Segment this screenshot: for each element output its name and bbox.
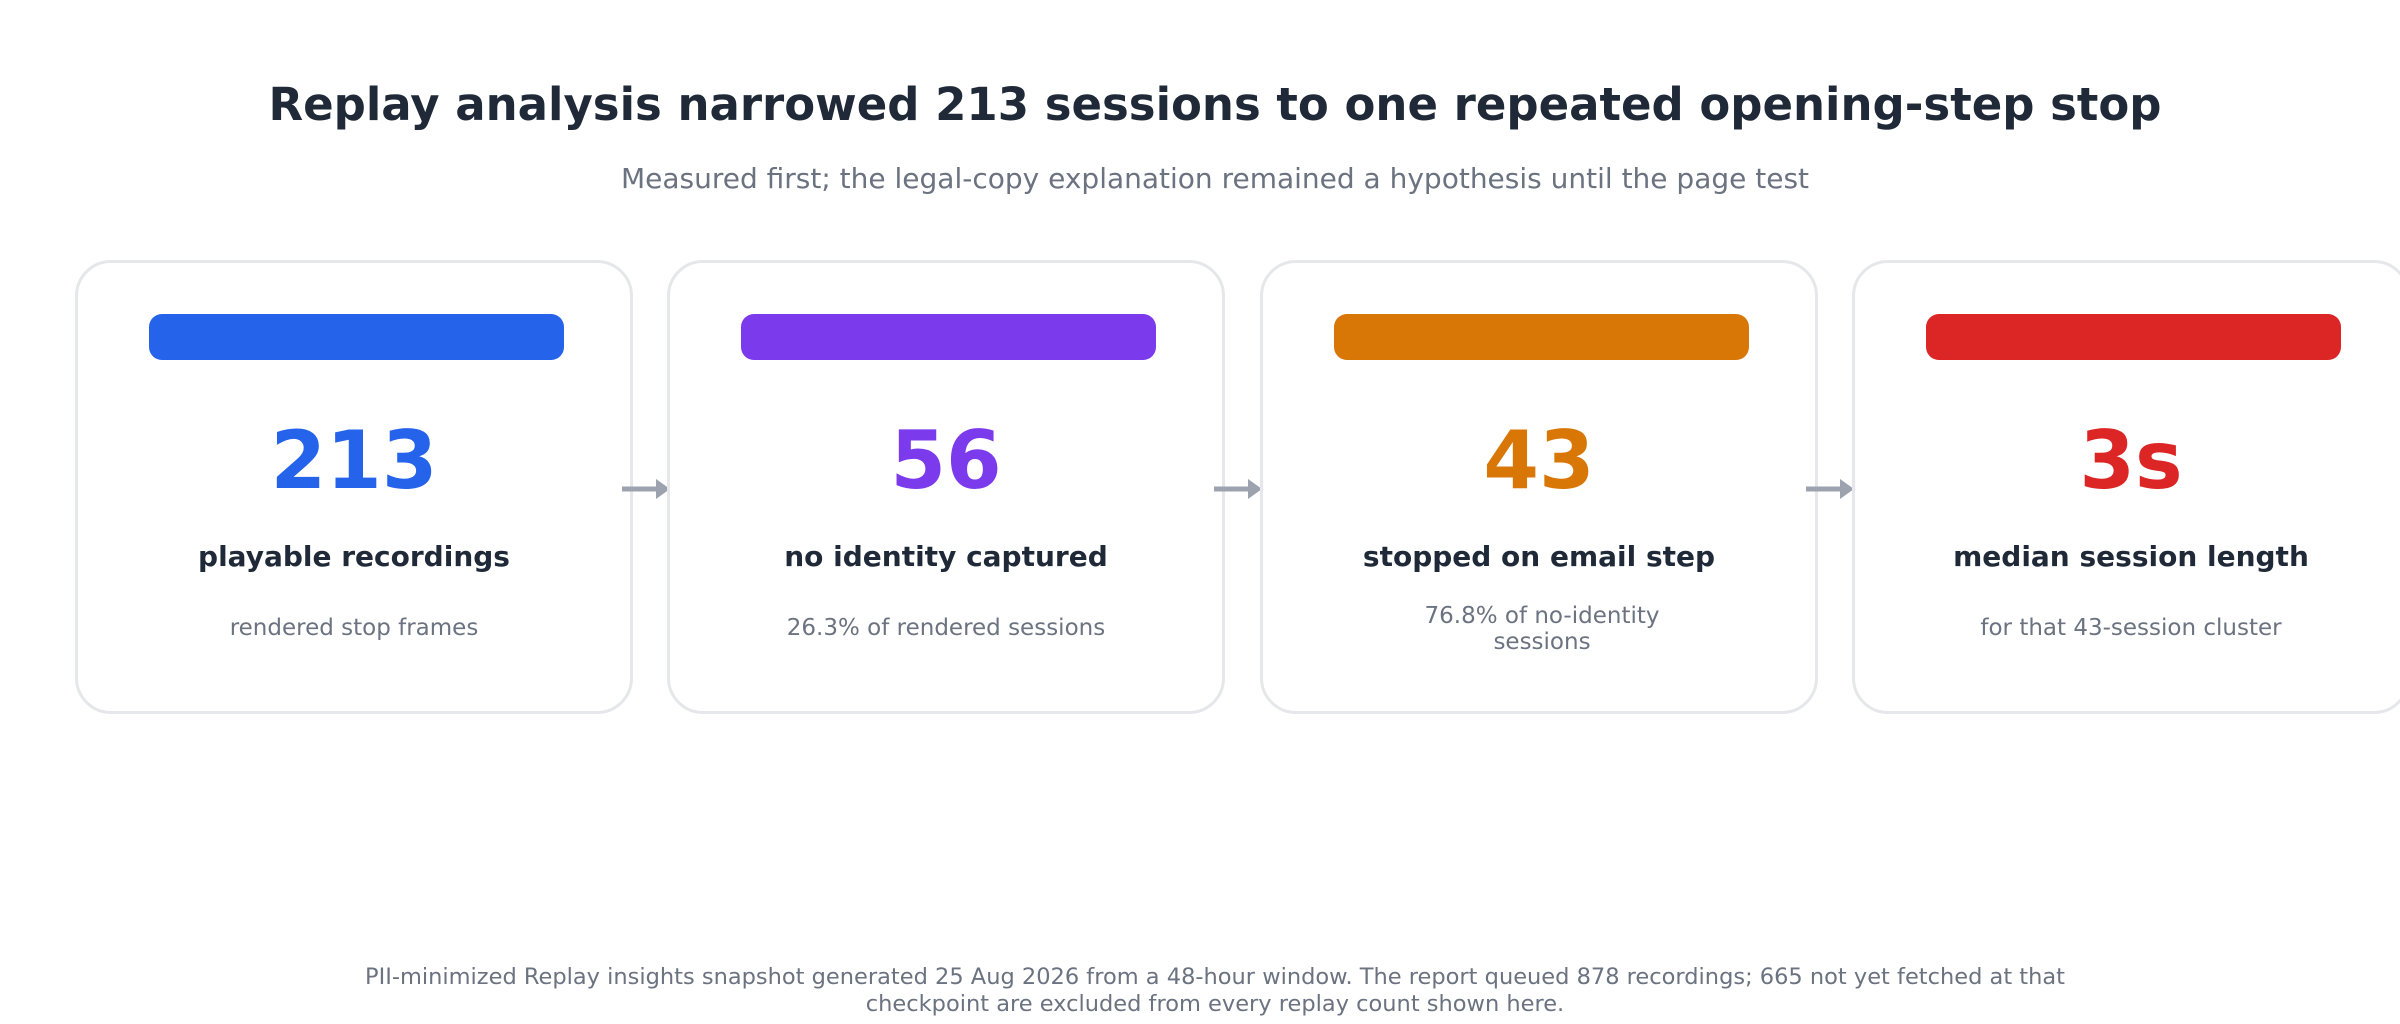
- flow-arrow-icon: [1214, 479, 1262, 499]
- metric-card-email-step: 43 stopped on email step 76.8% of no-ide…: [1260, 260, 1818, 714]
- card-label: playable recordings: [198, 540, 510, 573]
- flow-arrow-icon: [622, 479, 670, 499]
- card-label: median session length: [1953, 540, 2309, 573]
- card-note: 26.3% of rendered sessions: [786, 615, 1106, 641]
- flow-arrow-icon: [1806, 479, 1854, 499]
- card-value: 56: [890, 414, 1002, 507]
- card-value: 43: [1483, 414, 1595, 507]
- card-accent-bar: [1926, 314, 2341, 360]
- card-accent-bar: [1334, 314, 1749, 360]
- card-label: stopped on email step: [1362, 540, 1716, 573]
- footer-note: PII-minimized Replay insights snapshot g…: [365, 964, 2065, 1017]
- card-note: rendered stop frames: [229, 615, 479, 641]
- metric-card-no-identity: 56 no identity captured 26.3% of rendere…: [667, 260, 1225, 714]
- page-subtitle: Measured first; the legal-copy explanati…: [620, 162, 1810, 195]
- card-accent-bar: [741, 314, 1156, 360]
- card-note: for that 43-session cluster: [1980, 615, 2282, 641]
- metric-card-median-length: 3s median session length for that 43-ses…: [1852, 260, 2400, 714]
- card-accent-bar: [149, 314, 564, 360]
- card-label: no identity captured: [784, 540, 1108, 573]
- card-value: 213: [270, 414, 438, 507]
- page-title: Replay analysis narrowed 213 sessions to…: [268, 78, 2162, 131]
- metric-card-playable-recordings: 213 playable recordings rendered stop fr…: [75, 260, 633, 714]
- card-value: 3s: [2079, 414, 2183, 507]
- card-note: 76.8% of no-identity sessions: [1424, 603, 1660, 656]
